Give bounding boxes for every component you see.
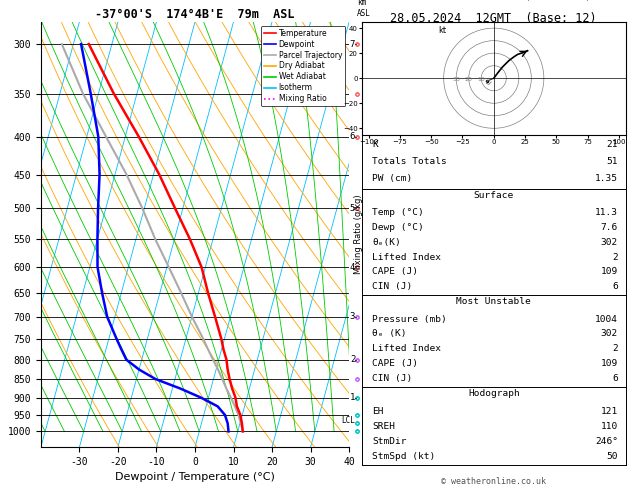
Text: 110: 110 bbox=[601, 421, 618, 431]
Text: K: K bbox=[372, 139, 378, 149]
Text: 1.35: 1.35 bbox=[595, 174, 618, 183]
Text: LCL: LCL bbox=[342, 417, 355, 425]
Text: Most Unstable: Most Unstable bbox=[457, 296, 531, 306]
Text: Pressure (mb): Pressure (mb) bbox=[372, 314, 447, 324]
Text: 30: 30 bbox=[452, 77, 460, 82]
Text: θₑ (K): θₑ (K) bbox=[372, 330, 407, 338]
Text: 1004: 1004 bbox=[595, 314, 618, 324]
Text: 6: 6 bbox=[612, 282, 618, 291]
Text: CIN (J): CIN (J) bbox=[372, 374, 413, 383]
Text: StmSpd (kt): StmSpd (kt) bbox=[372, 451, 435, 461]
Text: Hodograph: Hodograph bbox=[468, 389, 520, 398]
Text: 6: 6 bbox=[612, 374, 618, 383]
Text: 4: 4 bbox=[350, 262, 355, 272]
Text: 7.6: 7.6 bbox=[601, 223, 618, 232]
Text: 20: 20 bbox=[465, 77, 472, 82]
Text: 1: 1 bbox=[350, 393, 355, 402]
Text: Mixing Ratio (g/kg): Mixing Ratio (g/kg) bbox=[353, 195, 363, 274]
Text: 246°: 246° bbox=[595, 436, 618, 446]
Text: CAPE (J): CAPE (J) bbox=[372, 359, 418, 368]
Text: © weatheronline.co.uk: © weatheronline.co.uk bbox=[442, 477, 546, 486]
Text: 109: 109 bbox=[601, 267, 618, 276]
Text: 28.05.2024  12GMT  (Base: 12): 28.05.2024 12GMT (Base: 12) bbox=[391, 12, 597, 25]
Text: θₑ(K): θₑ(K) bbox=[372, 238, 401, 247]
Text: EH: EH bbox=[372, 407, 384, 416]
Text: Totals Totals: Totals Totals bbox=[372, 156, 447, 166]
Text: km
ASL: km ASL bbox=[357, 0, 371, 17]
Text: StmDir: StmDir bbox=[372, 436, 407, 446]
Title: -37°00'S  174°4B'E  79m  ASL: -37°00'S 174°4B'E 79m ASL bbox=[95, 8, 295, 21]
Text: 50: 50 bbox=[606, 451, 618, 461]
Text: CAPE (J): CAPE (J) bbox=[372, 267, 418, 276]
Text: SREH: SREH bbox=[372, 421, 395, 431]
Text: 2: 2 bbox=[612, 344, 618, 353]
Text: 302: 302 bbox=[601, 330, 618, 338]
Text: 11.3: 11.3 bbox=[595, 208, 618, 217]
X-axis label: Dewpoint / Temperature (°C): Dewpoint / Temperature (°C) bbox=[115, 472, 275, 483]
Text: 2: 2 bbox=[612, 253, 618, 261]
Text: 3: 3 bbox=[350, 312, 355, 321]
Text: 6: 6 bbox=[350, 132, 355, 141]
Text: Dewp (°C): Dewp (°C) bbox=[372, 223, 424, 232]
Text: Temp (°C): Temp (°C) bbox=[372, 208, 424, 217]
Text: 21: 21 bbox=[606, 139, 618, 149]
Text: Lifted Index: Lifted Index bbox=[372, 253, 441, 261]
Text: 121: 121 bbox=[601, 407, 618, 416]
Text: Lifted Index: Lifted Index bbox=[372, 344, 441, 353]
Text: PW (cm): PW (cm) bbox=[372, 174, 413, 183]
Legend: Temperature, Dewpoint, Parcel Trajectory, Dry Adiabat, Wet Adiabat, Isotherm, Mi: Temperature, Dewpoint, Parcel Trajectory… bbox=[261, 26, 345, 106]
Text: 7: 7 bbox=[350, 39, 355, 49]
Text: 302: 302 bbox=[601, 238, 618, 247]
Text: 5: 5 bbox=[350, 204, 355, 213]
Y-axis label: hPa: hPa bbox=[0, 225, 2, 244]
Text: 51: 51 bbox=[606, 156, 618, 166]
Text: kt: kt bbox=[438, 26, 447, 35]
Text: 109: 109 bbox=[601, 359, 618, 368]
Text: 10: 10 bbox=[477, 77, 485, 82]
Text: Surface: Surface bbox=[474, 191, 514, 200]
Text: 2: 2 bbox=[350, 355, 355, 364]
Text: CIN (J): CIN (J) bbox=[372, 282, 413, 291]
